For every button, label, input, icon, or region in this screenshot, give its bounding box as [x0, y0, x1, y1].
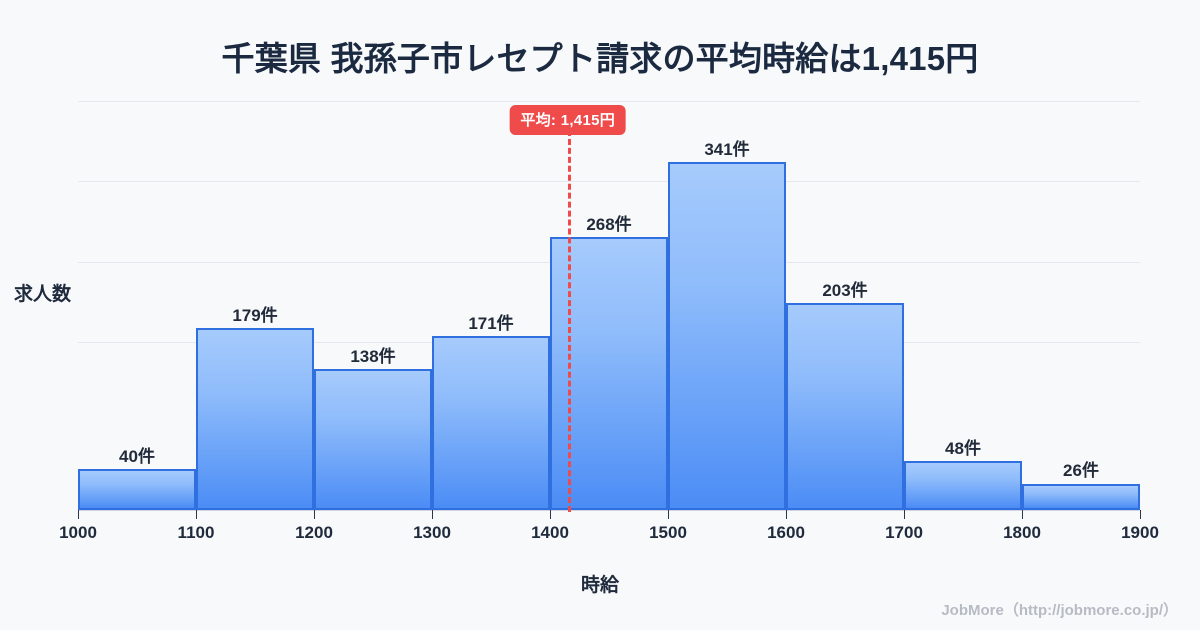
x-axis-tick-label: 1000: [59, 523, 97, 542]
histogram-bar: [668, 162, 786, 510]
x-axis-tick: [78, 510, 79, 519]
x-axis-tick: [1140, 510, 1141, 519]
histogram-bar: [432, 335, 550, 510]
footer-credit: JobMore（http://jobmore.co.jp/）: [941, 602, 1178, 619]
bar-value-label: 26件: [1063, 461, 1099, 481]
page-title: 千葉県 我孫子市レセプト請求の平均時給は1,415円: [221, 40, 979, 77]
x-axis-tick: [432, 510, 433, 519]
x-axis-tick-label: 1100: [177, 523, 215, 542]
x-axis-tick: [786, 510, 787, 519]
gridline: [78, 181, 1140, 182]
gridline: [78, 101, 1140, 102]
bar-value-label: 179件: [232, 305, 278, 325]
histogram-bar: [904, 461, 1022, 510]
histogram-bar: [78, 469, 196, 510]
average-badge: 平均: 1,415円: [509, 105, 627, 135]
x-axis-tick: [314, 510, 315, 519]
y-axis-title: 求人数: [14, 284, 72, 305]
x-axis-tick-label: 1500: [649, 523, 687, 542]
bar-value-label: 171件: [468, 313, 514, 333]
bar-value-label: 268件: [586, 214, 632, 234]
x-axis-tick: [196, 510, 197, 519]
x-axis-tick-label: 1400: [531, 523, 569, 542]
histogram-bar: [786, 303, 904, 510]
x-axis-tick-label: 1700: [885, 523, 923, 542]
bar-value-label: 341件: [704, 140, 750, 160]
x-axis-tick: [904, 510, 905, 519]
bar-value-label: 40件: [119, 447, 155, 467]
x-axis-tick: [1022, 510, 1023, 519]
average-line: [567, 130, 571, 512]
x-axis-baseline: [78, 510, 1140, 511]
x-axis-tick-label: 1900: [1121, 523, 1159, 542]
bar-value-label: 138件: [350, 347, 396, 367]
histogram-bar: [196, 327, 314, 510]
x-axis-tick-label: 1300: [413, 523, 451, 542]
bar-value-label: 203件: [822, 281, 868, 301]
histogram-bar: [314, 369, 432, 510]
x-axis-title: 時給: [580, 575, 619, 596]
histogram-bar: [1022, 483, 1140, 510]
x-axis-tick-label: 1600: [767, 523, 805, 542]
bar-value-label: 48件: [945, 439, 981, 459]
x-axis-tick-label: 1200: [295, 523, 333, 542]
x-axis-tick: [550, 510, 551, 519]
x-axis-tick-label: 1800: [1003, 523, 1041, 542]
x-axis-tick: [668, 510, 669, 519]
